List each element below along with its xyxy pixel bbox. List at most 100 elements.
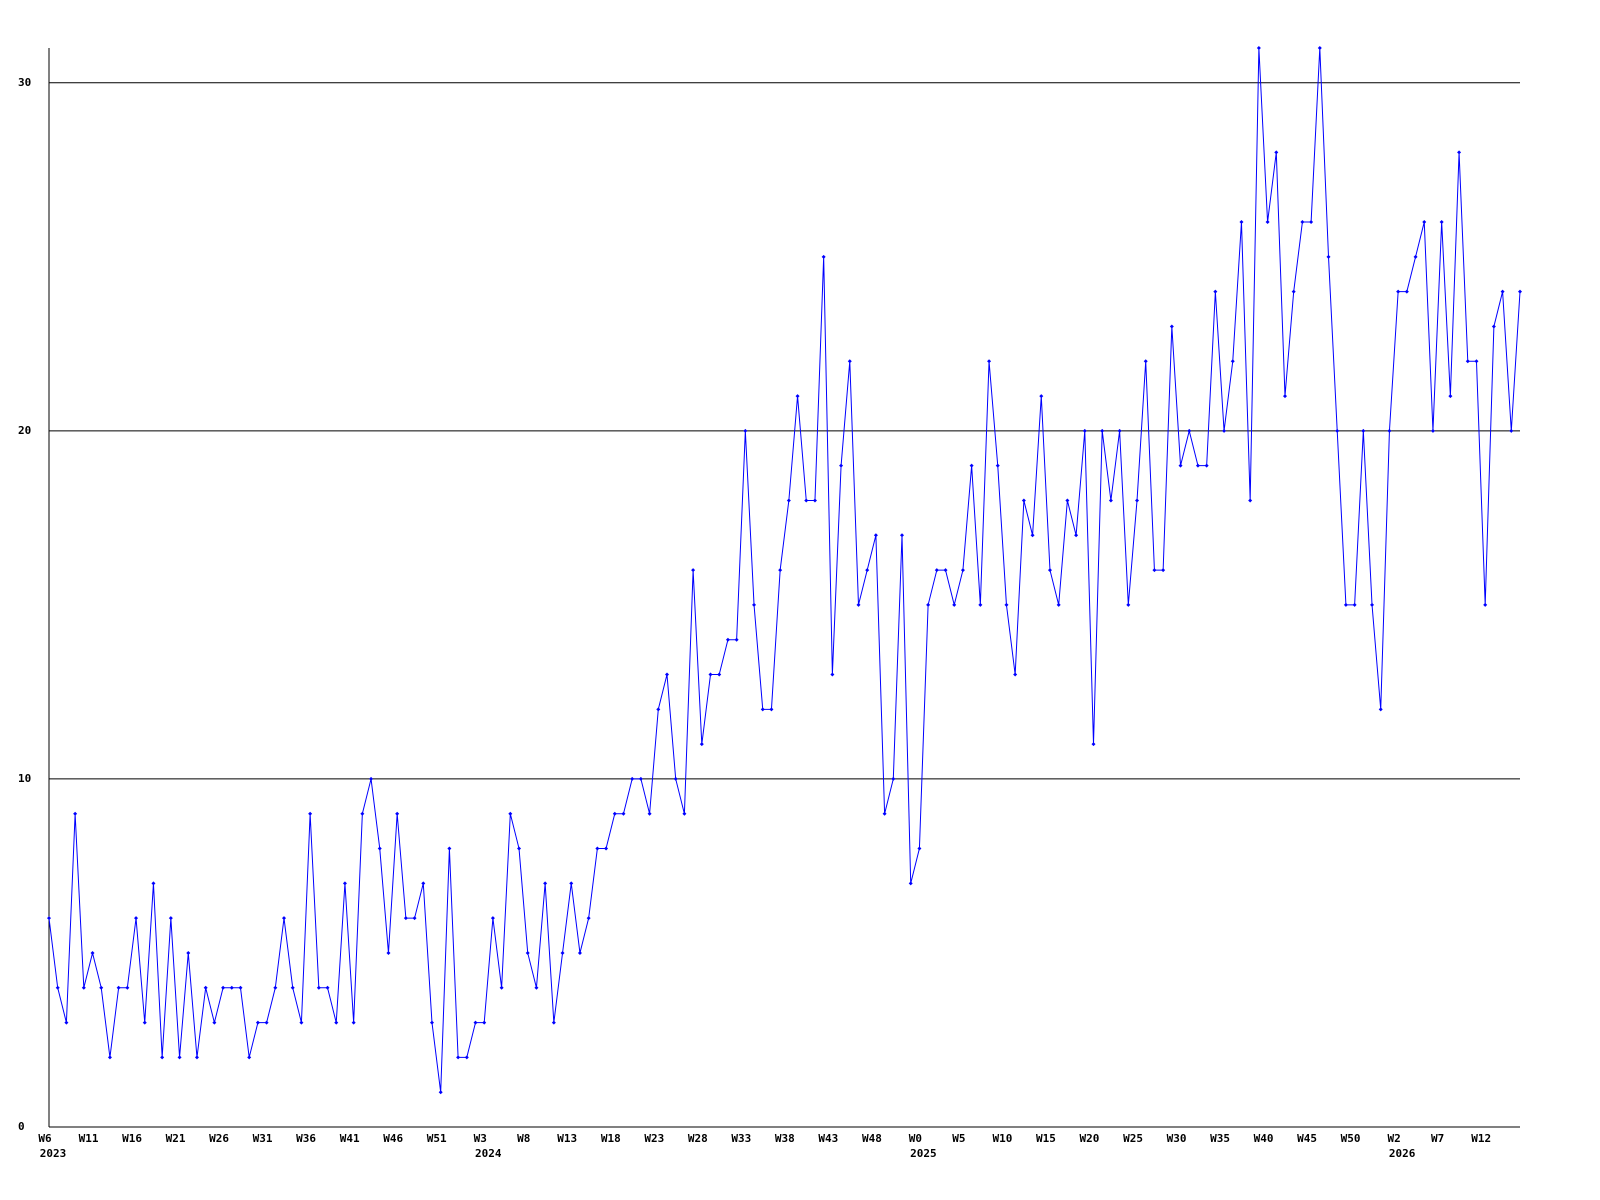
x-tick-label: W5 bbox=[952, 1132, 965, 1145]
data-point bbox=[508, 811, 513, 816]
data-point bbox=[821, 254, 826, 259]
data-point bbox=[943, 568, 948, 573]
data-point bbox=[1265, 220, 1270, 225]
data-point bbox=[395, 811, 400, 816]
x-tick-label: W31 bbox=[253, 1132, 273, 1145]
data-point bbox=[194, 1055, 199, 1060]
data-point bbox=[612, 811, 617, 816]
data-point bbox=[264, 1020, 269, 1025]
data-point bbox=[116, 985, 121, 990]
x-tick-label: W6 bbox=[38, 1132, 52, 1145]
data-point bbox=[1430, 428, 1435, 433]
x-tick-label: W36 bbox=[296, 1132, 316, 1145]
data-point bbox=[656, 707, 661, 712]
data-point bbox=[1387, 428, 1392, 433]
y-tick-label: 0 bbox=[18, 1120, 25, 1133]
x-year-label: 2026 bbox=[1389, 1147, 1416, 1160]
data-point bbox=[473, 1020, 478, 1025]
data-point bbox=[1518, 289, 1522, 294]
x-tick-label: W38 bbox=[775, 1132, 795, 1145]
data-point bbox=[1413, 254, 1418, 259]
data-point bbox=[1378, 707, 1383, 712]
x-tick-label: W41 bbox=[340, 1132, 360, 1145]
data-point bbox=[900, 533, 905, 538]
data-point bbox=[1169, 324, 1174, 329]
x-year-label: 2024 bbox=[475, 1147, 502, 1160]
data-point bbox=[865, 568, 870, 573]
data-point bbox=[99, 985, 104, 990]
data-point bbox=[673, 776, 678, 781]
data-point bbox=[1474, 359, 1479, 364]
data-point bbox=[873, 533, 878, 538]
data-point bbox=[960, 568, 965, 573]
data-point bbox=[987, 359, 992, 364]
data-point bbox=[247, 1055, 252, 1060]
data-point bbox=[1074, 533, 1079, 538]
x-tick-label: W35 bbox=[1210, 1132, 1230, 1145]
x-tick-label: W10 bbox=[993, 1132, 1013, 1145]
data-point bbox=[142, 1020, 147, 1025]
x-tick-label: W3 bbox=[474, 1132, 487, 1145]
data-point bbox=[1404, 289, 1409, 294]
data-point bbox=[1317, 46, 1322, 50]
data-point bbox=[1108, 498, 1113, 503]
data-point bbox=[255, 1020, 260, 1025]
data-point bbox=[551, 1020, 556, 1025]
data-point bbox=[534, 985, 539, 990]
data-point bbox=[847, 359, 852, 364]
data-point bbox=[342, 881, 347, 886]
data-point bbox=[708, 672, 713, 677]
data-point bbox=[1004, 602, 1009, 607]
data-point bbox=[978, 602, 983, 607]
data-point bbox=[351, 1020, 356, 1025]
data-point bbox=[1491, 324, 1496, 329]
data-point bbox=[325, 985, 330, 990]
data-point bbox=[1422, 220, 1427, 225]
data-point bbox=[429, 1020, 434, 1025]
data-line bbox=[48, 47, 1521, 1093]
data-point bbox=[1135, 498, 1140, 503]
data-point bbox=[917, 846, 922, 851]
data-point bbox=[795, 394, 800, 399]
data-point bbox=[73, 811, 78, 816]
x-tick-label: W18 bbox=[601, 1132, 621, 1145]
data-point bbox=[490, 916, 495, 921]
data-point bbox=[403, 916, 408, 921]
data-point bbox=[1343, 602, 1348, 607]
data-point bbox=[47, 916, 51, 921]
data-point bbox=[1239, 220, 1244, 225]
x-tick-label: W20 bbox=[1080, 1132, 1100, 1145]
data-point bbox=[464, 1055, 469, 1060]
data-point bbox=[1222, 428, 1227, 433]
x-year-label: 2023 bbox=[40, 1147, 67, 1160]
data-point bbox=[891, 776, 896, 781]
data-point bbox=[151, 881, 156, 886]
x-tick-label: W0 bbox=[909, 1132, 922, 1145]
y-tick-label: 20 bbox=[18, 424, 31, 437]
data-point bbox=[1248, 498, 1253, 503]
x-tick-label: W21 bbox=[166, 1132, 186, 1145]
y-tick-label: 30 bbox=[18, 76, 31, 89]
data-point bbox=[386, 950, 391, 955]
data-point bbox=[1361, 428, 1366, 433]
data-point bbox=[743, 428, 748, 433]
data-point bbox=[725, 637, 730, 642]
data-point bbox=[273, 985, 278, 990]
data-point bbox=[1282, 394, 1287, 399]
data-point bbox=[221, 985, 226, 990]
x-tick-label: W12 bbox=[1471, 1132, 1491, 1145]
data-point bbox=[804, 498, 809, 503]
data-point bbox=[569, 881, 574, 886]
y-tick-label: 10 bbox=[18, 772, 31, 785]
data-point bbox=[1335, 428, 1340, 433]
data-point bbox=[630, 776, 635, 781]
data-point bbox=[1457, 150, 1462, 155]
data-point bbox=[1300, 220, 1305, 225]
data-point bbox=[160, 1055, 165, 1060]
x-tick-label: W46 bbox=[383, 1132, 403, 1145]
data-point bbox=[282, 916, 287, 921]
data-point bbox=[812, 498, 817, 503]
data-point bbox=[107, 1055, 112, 1060]
data-point bbox=[360, 811, 365, 816]
data-point bbox=[334, 1020, 339, 1025]
